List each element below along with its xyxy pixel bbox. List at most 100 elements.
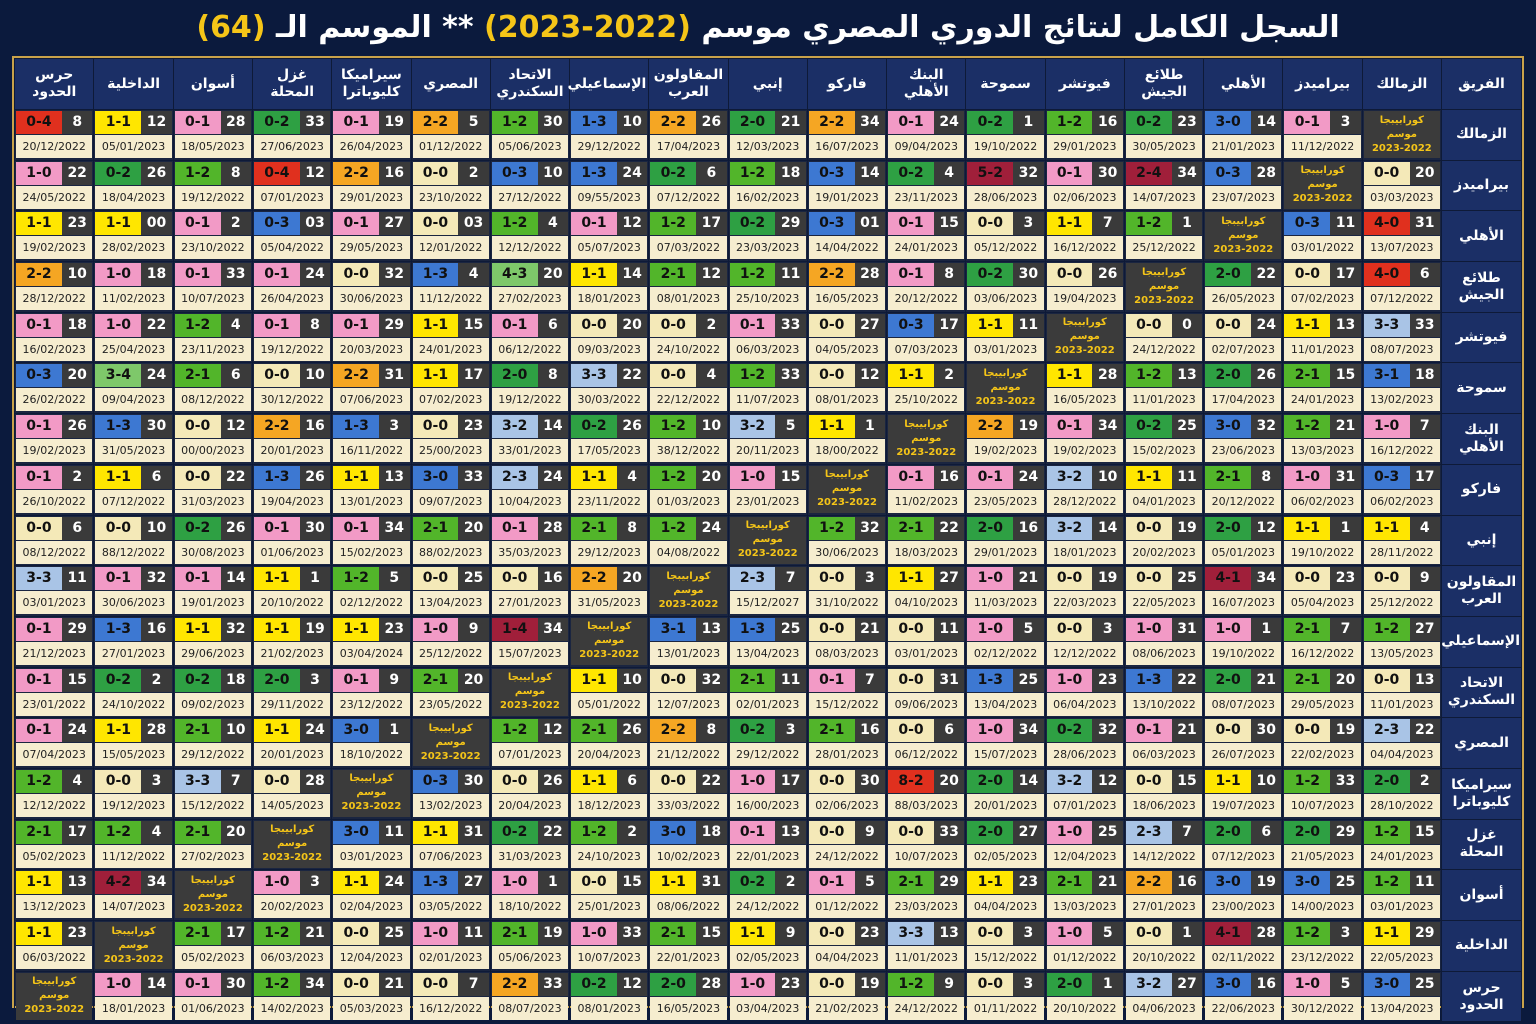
match-date: 21/05/2023 <box>1284 844 1361 868</box>
round: 26 <box>1092 263 1123 287</box>
match-date: 08/12/2022 <box>16 540 93 564</box>
match-date: 31/05/2023 <box>571 591 648 615</box>
match-date: 08/03/2023 <box>808 641 886 665</box>
team-name: الأهلي <box>1441 210 1522 263</box>
season-mark-line: كورابيبجا <box>666 570 711 582</box>
result-cell: 0-3 17 07/03/2023 <box>886 311 967 364</box>
result-top: 1-2 16 <box>1046 111 1123 134</box>
team-row: بيراميدز 0-0 20 03/03/2023 كورابيبجا موسم 2023… <box>13 159 1522 212</box>
result-cell: 3-0 11 03/01/2023 <box>331 818 412 871</box>
result-top: 1-1 00 <box>95 212 172 236</box>
result-cell: 1-1 27 04/10/2023 <box>886 565 967 617</box>
match-date: 08/01/2023 <box>808 388 886 412</box>
round: 2 <box>933 364 965 388</box>
result-top: 2-2 20 <box>571 567 648 591</box>
season-mark-line: موسم <box>990 381 1021 393</box>
result-top: 2-2 33 <box>491 972 569 996</box>
season-mark-line: كورابيبجا <box>824 469 870 481</box>
round: 17 <box>775 769 806 793</box>
result-top: 2-4 34 <box>1125 161 1203 185</box>
match-date: 88/02/2023 <box>412 540 489 564</box>
score: 2-1 <box>174 922 221 945</box>
round: 8 <box>696 719 727 743</box>
result-cell: 1-0 7 16/12/2022 <box>1361 413 1443 465</box>
score: 0-2 <box>491 820 538 844</box>
result-top: 2-0 14 <box>967 769 1044 793</box>
result-cell: 0-0 9 24/12/2022 <box>806 818 888 871</box>
result-top: 0-2 32 <box>1046 719 1123 743</box>
score: 0-2 <box>571 972 617 996</box>
match-date: 12/12/2022 <box>491 236 569 260</box>
result-top: 0-3 17 <box>888 313 965 337</box>
match-date: 28/06/2023 <box>1046 743 1123 767</box>
round: 32 <box>696 668 727 692</box>
round: 17 <box>933 313 965 337</box>
result-cell: 1-2 5 02/12/2022 <box>331 565 412 617</box>
match-date: 25/12/2022 <box>1363 591 1440 615</box>
result-cell: 0-0 3 15/12/2022 <box>965 920 1046 972</box>
match-date: 08/06/2023 <box>1125 641 1203 665</box>
score: 0-0 <box>888 719 934 743</box>
round: 7 <box>1171 820 1203 844</box>
season-mark: كورابيبجا موسم 2023-2022 <box>491 668 569 716</box>
result-cell: 0-0 24 02/07/2023 <box>1203 311 1284 364</box>
score: 1-0 <box>1284 972 1331 996</box>
round: 22 <box>537 820 569 844</box>
result-cell: 0-1 30 01/06/2023 <box>172 970 254 1023</box>
round: 12 <box>1092 769 1123 793</box>
score: 3-2 <box>1046 769 1093 793</box>
round: 27 <box>1409 617 1440 641</box>
match-date: 07/06/2023 <box>333 388 410 412</box>
match-date: 03/01/2023 <box>967 337 1044 361</box>
team-name: بيراميدز <box>1441 159 1522 212</box>
score: 1-1 <box>412 313 459 337</box>
score: 0-3 <box>491 161 538 185</box>
match-date: 01/06/2023 <box>254 540 331 564</box>
result-cell: 2-0 21 12/03/2023 <box>727 109 808 161</box>
result-cell: 1-0 33 10/07/2023 <box>569 920 650 972</box>
round: 19 <box>1330 719 1361 743</box>
round: 31 <box>696 871 727 895</box>
team-header: البنك الأهلي <box>886 58 967 110</box>
team-row: سموحة 3-1 18 13/02/2023 2-1 15 24/01/2023 2-0 26… <box>13 362 1522 415</box>
score: 1-3 <box>333 415 380 439</box>
result-cell: 0-0 03 12/01/2022 <box>410 210 491 263</box>
match-date: 33/03/2022 <box>650 793 727 817</box>
result-top: 0-3 17 <box>1363 465 1440 489</box>
score: 0-2 <box>888 161 934 185</box>
round: 10 <box>1092 465 1123 489</box>
score: 0-0 <box>888 617 934 641</box>
match-date: 10/07/2023 <box>571 946 648 969</box>
result-top: 0-0 7 <box>412 972 489 996</box>
team-name: غزل المحلة <box>1441 818 1522 871</box>
round: 24 <box>537 465 569 489</box>
round: 30 <box>854 769 886 793</box>
round: 24 <box>933 111 965 134</box>
score: 0-1 <box>491 516 538 540</box>
match-date: 14/07/2023 <box>95 895 172 919</box>
round: 26 <box>616 415 648 439</box>
result-top: 2-1 26 <box>571 719 648 743</box>
round: 16 <box>1250 972 1282 996</box>
match-date: 25/04/2023 <box>95 337 172 361</box>
result-top: 0-1 15 <box>888 212 965 236</box>
result-cell: 3-0 18 10/02/2023 <box>648 818 729 871</box>
result-cell: 0-0 17 07/02/2023 <box>1282 261 1363 313</box>
season-mark-line: موسم <box>435 736 466 748</box>
result-cell: 1-1 4 23/11/2022 <box>569 463 650 516</box>
team-name: إنبي <box>1441 514 1522 567</box>
score: 2-1 <box>174 820 221 844</box>
round: 1 <box>299 567 331 591</box>
result-cell: 0-0 6 06/12/2022 <box>886 717 967 769</box>
score: 3-0 <box>1205 415 1251 439</box>
result-top: 1-0 23 <box>1046 668 1123 692</box>
match-date: 25/12/2022 <box>1125 236 1203 260</box>
score: 0-1 <box>333 111 380 134</box>
score: 0-3 <box>254 212 300 236</box>
round: 20 <box>616 313 648 337</box>
result-cell: 1-1 15 24/01/2023 <box>410 311 491 364</box>
match-date: 04/05/2023 <box>808 337 886 361</box>
match-date: 23/11/2023 <box>174 337 252 361</box>
result-cell: 3-2 5 20/11/2023 <box>727 413 808 465</box>
